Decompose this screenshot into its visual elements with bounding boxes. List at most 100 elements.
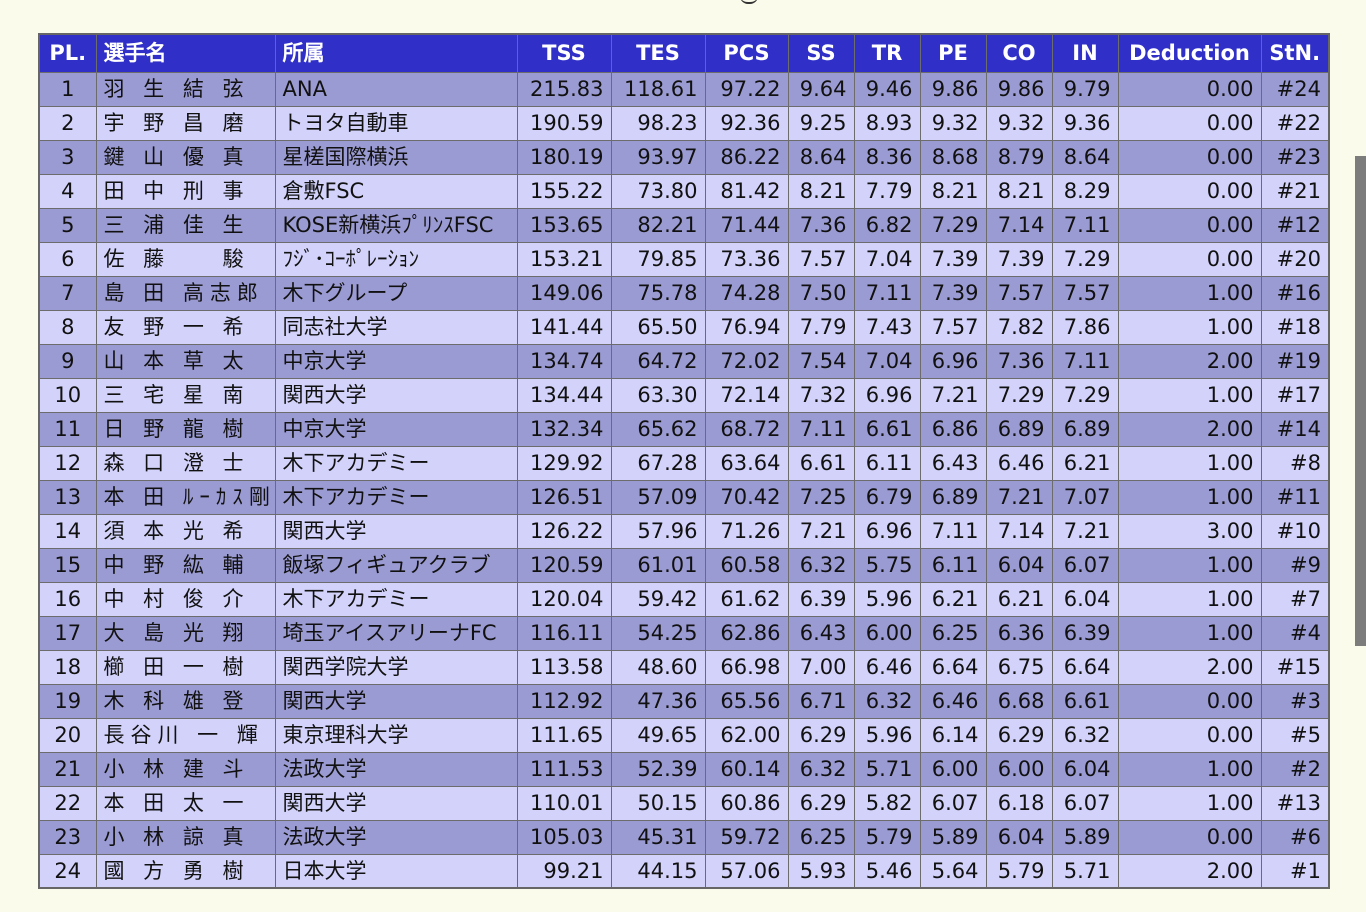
cell-deduction: 0.00 <box>1117 683 1262 719</box>
cell-co: 6.18 <box>985 785 1053 821</box>
cell-club: 木下グループ <box>274 275 518 311</box>
cell-club: KOSE新横浜ﾌﾟﾘﾝｽFSC <box>274 207 518 243</box>
cell-pe: 7.39 <box>919 275 987 311</box>
cell-co: 6.75 <box>985 649 1053 685</box>
cell-ss: 7.32 <box>787 377 855 413</box>
cell-place: 18 <box>38 649 97 685</box>
cell-skater-name: 三 浦 佳 生 <box>95 207 276 243</box>
header-tr[interactable]: TR <box>853 33 921 73</box>
header-tss[interactable]: TSS <box>516 33 612 73</box>
cell-co: 7.82 <box>985 309 1053 345</box>
cell-pcs: 72.02 <box>704 343 789 379</box>
cell-tr: 6.96 <box>853 377 921 413</box>
cell-tes: 47.36 <box>610 683 706 719</box>
cell-pe: 7.39 <box>919 241 987 277</box>
header-ss[interactable]: SS <box>787 33 855 73</box>
cell-pcs: 65.56 <box>704 683 789 719</box>
cell-pcs: 68.72 <box>704 411 789 447</box>
cell-co: 6.04 <box>985 819 1053 855</box>
cell-ss: 6.25 <box>787 819 855 855</box>
cell-tss: 105.03 <box>516 819 612 855</box>
cell-place: 1 <box>38 71 97 107</box>
cell-tes: 48.60 <box>610 649 706 685</box>
cell-skater-name: 佐 藤 駿 <box>95 241 276 277</box>
cell-pe: 9.86 <box>919 71 987 107</box>
cell-pcs: 71.44 <box>704 207 789 243</box>
header-in[interactable]: IN <box>1051 33 1119 73</box>
header-skater-name[interactable]: 選手名 <box>95 33 276 73</box>
cell-deduction: 2.00 <box>1117 853 1262 889</box>
cell-in: 8.64 <box>1051 139 1119 175</box>
cell-tes: 49.65 <box>610 717 706 753</box>
cell-club: ﾌｼﾞ･ｺｰﾎﾟﾚｰｼｮﾝ <box>274 241 518 277</box>
table-row: 20 長谷川 一 輝東京理科大学 111.65 49.65 62.00 6.29 5.96 6… <box>38 717 1330 753</box>
cell-start-number: #10 <box>1260 513 1330 549</box>
cell-place: 9 <box>38 343 97 379</box>
cell-co: 6.29 <box>985 717 1053 753</box>
cell-club: 中京大学 <box>274 411 518 447</box>
cell-pe: 7.57 <box>919 309 987 345</box>
header-deduction[interactable]: Deduction <box>1117 33 1262 73</box>
cell-pe: 7.29 <box>919 207 987 243</box>
header-pe[interactable]: PE <box>919 33 987 73</box>
header-club[interactable]: 所属 <box>274 33 518 73</box>
cell-deduction: 0.00 <box>1117 207 1262 243</box>
cell-tss: 190.59 <box>516 105 612 141</box>
cell-tss: 155.22 <box>516 173 612 209</box>
cell-tr: 5.79 <box>853 819 921 855</box>
cell-club: 倉敷FSC <box>274 173 518 209</box>
cell-co: 8.21 <box>985 173 1053 209</box>
cell-tr: 5.46 <box>853 853 921 889</box>
cell-place: 14 <box>38 513 97 549</box>
cell-deduction: 1.00 <box>1117 309 1262 345</box>
cell-tr: 6.79 <box>853 479 921 515</box>
cell-pcs: 76.94 <box>704 309 789 345</box>
cell-co: 7.57 <box>985 275 1053 311</box>
cell-skater-name: 宇 野 昌 磨 <box>95 105 276 141</box>
cell-co: 8.79 <box>985 139 1053 175</box>
cell-place: 24 <box>38 853 97 889</box>
cell-pcs: 97.22 <box>704 71 789 107</box>
header-co[interactable]: CO <box>985 33 1053 73</box>
cell-pe: 6.21 <box>919 581 987 617</box>
cell-in: 6.61 <box>1051 683 1119 719</box>
cell-skater-name: 小 林 諒 真 <box>95 819 276 855</box>
cell-tss: 132.34 <box>516 411 612 447</box>
cell-pcs: 60.14 <box>704 751 789 787</box>
cell-start-number: #8 <box>1260 445 1330 481</box>
cell-skater-name: 三 宅 星 南 <box>95 377 276 413</box>
header-tes[interactable]: TES <box>610 33 706 73</box>
cell-in: 6.07 <box>1051 547 1119 583</box>
cell-start-number: #6 <box>1260 819 1330 855</box>
cell-club: 同志社大学 <box>274 309 518 345</box>
table-row: 23 小 林 諒 真法政大学 105.03 45.31 59.72 6.25 5.79 5.8… <box>38 819 1330 855</box>
cell-co: 6.21 <box>985 581 1053 617</box>
header-start-number[interactable]: StN. <box>1260 33 1330 73</box>
header-place[interactable]: PL. <box>38 33 97 73</box>
cell-deduction: 1.00 <box>1117 751 1262 787</box>
table-row: 14 須 本 光 希関西大学 126.22 57.96 71.26 7.21 6.96 7.1… <box>38 513 1330 549</box>
cell-ss: 6.61 <box>787 445 855 481</box>
cell-tss: 113.58 <box>516 649 612 685</box>
table-row: 22 本 田 太 一関西大学 110.01 50.15 60.86 6.29 5.82 6.0… <box>38 785 1330 821</box>
cell-co: 5.79 <box>985 853 1053 889</box>
cell-skater-name: 長谷川 一 輝 <box>95 717 276 753</box>
cell-in: 8.29 <box>1051 173 1119 209</box>
table-row: 17 大 島 光 翔埼玉アイスアリーナFC 116.11 54.25 62.86 6.43… <box>38 615 1330 651</box>
cell-pe: 9.32 <box>919 105 987 141</box>
cell-deduction: 0.00 <box>1117 819 1262 855</box>
table-header-row: PL. 選手名 所属 TSS TES PCS SS TR PE CO IN De… <box>38 33 1330 73</box>
cell-skater-name: 日 野 龍 樹 <box>95 411 276 447</box>
scrollbar-thumb[interactable] <box>1355 156 1366 646</box>
cell-ss: 7.36 <box>787 207 855 243</box>
cell-tss: 120.04 <box>516 581 612 617</box>
cell-pcs: 73.36 <box>704 241 789 277</box>
header-pcs[interactable]: PCS <box>704 33 789 73</box>
cell-place: 22 <box>38 785 97 821</box>
cell-place: 11 <box>38 411 97 447</box>
cell-deduction: 0.00 <box>1117 105 1262 141</box>
cell-deduction: 0.00 <box>1117 71 1262 107</box>
cell-pe: 6.14 <box>919 717 987 753</box>
